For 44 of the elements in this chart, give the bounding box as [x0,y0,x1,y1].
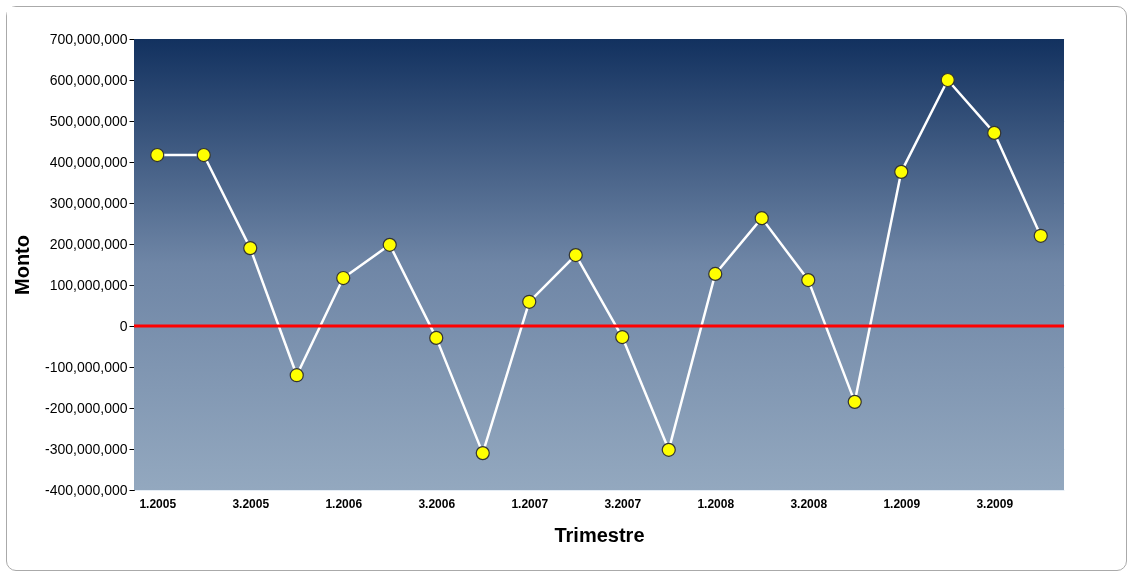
x-tick-label: 3.2006 [418,496,456,511]
y-tick-label: -200,000,000 [44,399,128,416]
point [289,368,304,383]
x-tick-label: 3.2009 [976,496,1014,511]
y-tick-label: -100,000,000 [44,358,128,375]
x-tick-label: 1.2007 [511,496,549,511]
point [1033,228,1048,243]
point [382,237,397,252]
point [801,272,816,288]
x-tick-label: 1.2005 [139,496,177,511]
y-axis-title: Monto [10,235,33,295]
point [522,294,537,309]
point [429,330,444,345]
y-tick-label: 100,000,000 [49,276,128,293]
x-tick-label: 1.2008 [697,496,735,511]
y-tick-label: 500,000,000 [49,112,128,129]
point [847,394,862,409]
x-tick-label: 1.2009 [883,496,921,511]
x-axis-title: Trimestre [554,523,645,546]
x-tick-label: 3.2008 [790,496,828,511]
point [196,147,211,163]
point [987,125,1002,140]
point [475,445,490,461]
y-tick-label: 0 [119,317,128,334]
point [243,240,258,256]
x-tick-label: 3.2007 [604,496,642,511]
point [894,164,909,179]
point [336,270,351,286]
y-tick-label: 600,000,000 [49,71,128,88]
y-tick-label: -400,000,000 [44,481,128,498]
point [754,211,769,226]
y-tick-label: -300,000,000 [44,440,128,457]
point [568,247,583,263]
y-tick-label: 400,000,000 [49,153,128,170]
x-tick-label: 3.2005 [232,496,270,511]
point [615,329,630,345]
x-tick-label: 1.2006 [325,496,363,511]
point [708,266,723,282]
point [940,72,955,88]
point [150,147,165,163]
y-tick-label: 700,000,000 [49,30,128,47]
point [661,442,676,457]
y-tick-label: 300,000,000 [49,194,128,211]
y-tick-label: 200,000,000 [49,235,128,252]
